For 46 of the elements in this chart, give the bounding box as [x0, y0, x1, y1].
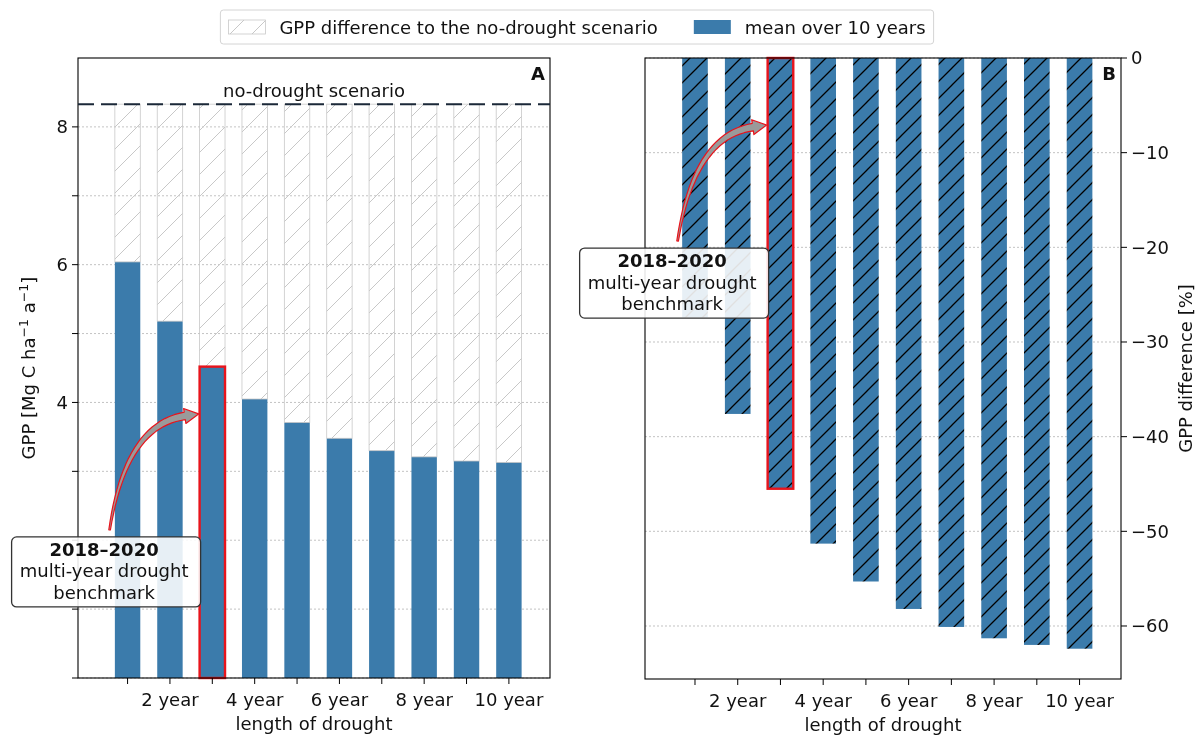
ref-line-label: no-drought scenario: [223, 80, 405, 102]
bar: [114, 103, 141, 263]
y-tick-label: −40: [1131, 425, 1169, 447]
bar: [453, 461, 480, 678]
legend-label: GPP difference to the no-drought scenario: [279, 16, 658, 38]
bar: [241, 103, 268, 400]
x-tick-label: 10 year: [1045, 690, 1115, 711]
y-tick-label: −50: [1131, 520, 1169, 542]
x-tick-label: 8 year: [965, 690, 1024, 711]
bar: [496, 462, 522, 678]
y-tick-label: 4: [56, 391, 68, 413]
bar: [368, 103, 395, 452]
x-tick-label: 10 year: [474, 689, 544, 710]
y-tick-label: −30: [1131, 331, 1169, 353]
x-tick-label: 8 year: [395, 689, 454, 710]
x-axis-title: length of drought: [235, 713, 393, 734]
bar: [156, 103, 184, 322]
y-tick-label: 0: [1131, 47, 1143, 69]
bar: [284, 422, 310, 678]
annotation: 2018–2020 multi-year drought benchmark: [587, 250, 757, 315]
bar: [326, 103, 353, 439]
bar: [283, 103, 311, 423]
bar: [326, 438, 353, 678]
x-tick-label: 6 year: [879, 690, 938, 711]
y-axis-title: GPP difference [%]: [1175, 284, 1197, 453]
y-tick-label: 8: [56, 116, 68, 138]
y-tick-label: −60: [1131, 615, 1169, 637]
y-tick-label: −20: [1131, 236, 1169, 258]
bar: [411, 103, 438, 458]
x-tick-label: 6 year: [310, 689, 369, 710]
bar: [453, 103, 480, 462]
x-tick-label: 4 year: [794, 690, 853, 711]
legend-label: mean over 10 years: [744, 16, 926, 38]
bar: [411, 456, 437, 678]
y-tick-label: −10: [1131, 141, 1169, 163]
annotation: A: [531, 63, 546, 84]
y-tick-label: 6: [56, 253, 68, 275]
bar: [495, 103, 523, 463]
annotation: B: [1102, 63, 1116, 84]
bar: [241, 399, 268, 678]
x-tick-label: 2 year: [141, 689, 200, 710]
annotation: 2018–2020 multi-year drought benchmark: [19, 538, 189, 603]
x-tick-label: 4 year: [226, 689, 284, 710]
x-axis-title: length of drought: [804, 714, 962, 735]
bar: [369, 450, 395, 678]
x-tick-label: 2 year: [709, 690, 767, 711]
